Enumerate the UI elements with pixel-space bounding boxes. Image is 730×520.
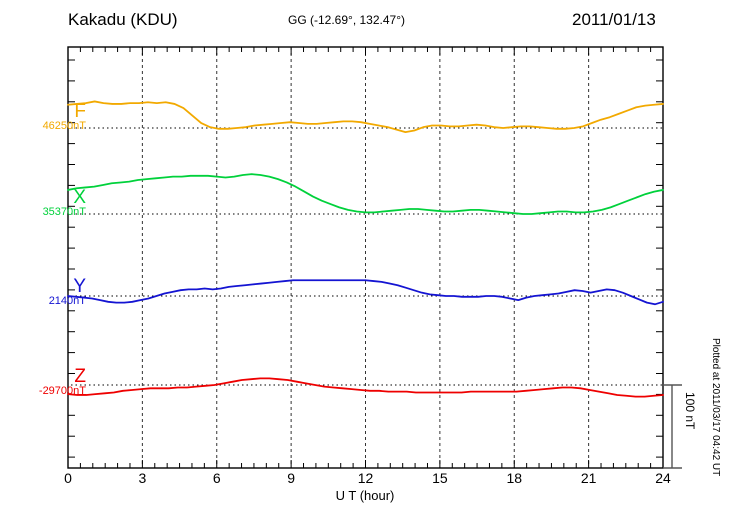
component-baseline-z: -29700nT xyxy=(38,385,86,397)
trace-z xyxy=(67,377,664,398)
component-baseline-x: 35370nT xyxy=(42,206,86,218)
component-baseline-f: 46250nT xyxy=(42,120,86,132)
component-label-y: Y 2140nT xyxy=(8,276,86,308)
component-symbol-y: Y xyxy=(73,276,86,297)
scale-bar-label: 100 nT xyxy=(683,392,697,430)
component-symbol-x: X xyxy=(73,187,86,208)
x-axis-title: U T (hour) xyxy=(335,488,395,503)
component-label-f: F 46250nT xyxy=(8,101,86,133)
component-label-x: X 35370nT xyxy=(8,187,86,219)
page-title: Kakadu (KDU) xyxy=(68,10,178,29)
trace-y xyxy=(67,279,664,306)
x-tick-label: 6 xyxy=(212,470,221,486)
x-tick-label: 18 xyxy=(506,470,523,486)
x-tick-label: 12 xyxy=(357,470,374,486)
component-symbol-z: Z xyxy=(74,366,86,387)
trace-x xyxy=(67,173,664,215)
x-tick-label: 3 xyxy=(138,470,147,486)
component-label-z: Z -29700nT xyxy=(8,366,86,398)
geographic-coordinates: GG (-12.69°, 132.47°) xyxy=(288,13,405,27)
x-tick-label: 0 xyxy=(64,470,72,486)
x-tick-label: 9 xyxy=(287,470,296,486)
trace-f xyxy=(67,100,664,134)
plotted-timestamp: Plotted at 2011/03/17 04:42 UT xyxy=(710,338,721,477)
component-symbol-f: F xyxy=(74,101,86,122)
x-tick-label: 21 xyxy=(580,470,597,486)
scale-bar xyxy=(663,384,682,469)
component-baseline-y: 2140nT xyxy=(48,295,86,307)
observation-date: 2011/01/13 xyxy=(572,10,656,29)
x-tick-label: 15 xyxy=(432,470,448,486)
x-tick-label: 24 xyxy=(655,470,671,486)
